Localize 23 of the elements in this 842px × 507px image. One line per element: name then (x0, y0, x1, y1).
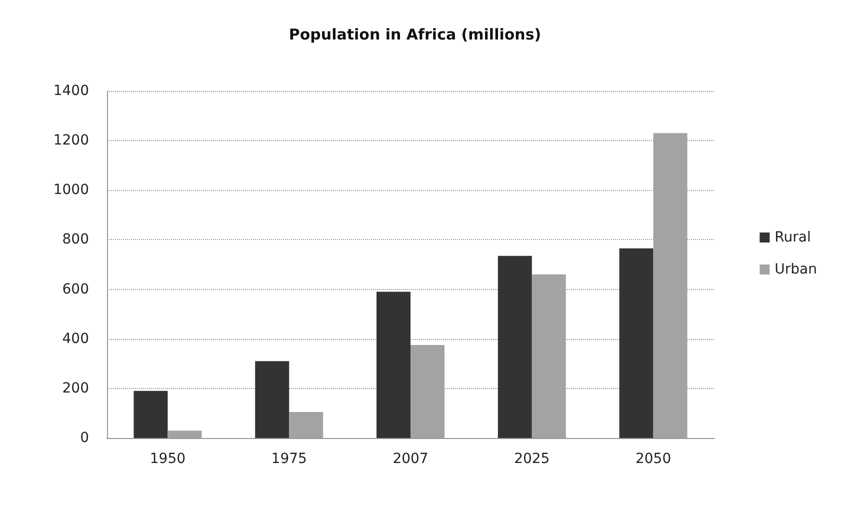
x-tick-label: 2007 (392, 451, 428, 467)
bar (289, 412, 324, 438)
y-tick-label: 1000 (53, 182, 89, 198)
bar (376, 292, 410, 438)
bar (498, 256, 532, 438)
bar (619, 248, 654, 438)
chart-title: Population in Africa (millions) (288, 26, 542, 44)
x-tick-label: 2025 (514, 451, 550, 467)
bar (168, 430, 202, 438)
y-tick-label: 0 (80, 430, 89, 446)
bar (134, 390, 168, 438)
y-tick-label: 200 (62, 380, 89, 396)
bar (255, 361, 290, 438)
legend-label: Rural (774, 230, 811, 246)
x-tick-label: 2050 (635, 451, 672, 467)
legend-label: Urban (774, 262, 817, 278)
y-tick-label: 800 (62, 232, 89, 248)
y-tick-label: 1400 (53, 83, 89, 99)
y-tick-label: 1200 (53, 132, 89, 149)
x-tick-label: 1975 (271, 451, 307, 467)
y-tick-label: 600 (62, 281, 89, 298)
y-tick-label: 400 (62, 330, 89, 347)
x-tick-label: 1950 (150, 451, 186, 467)
